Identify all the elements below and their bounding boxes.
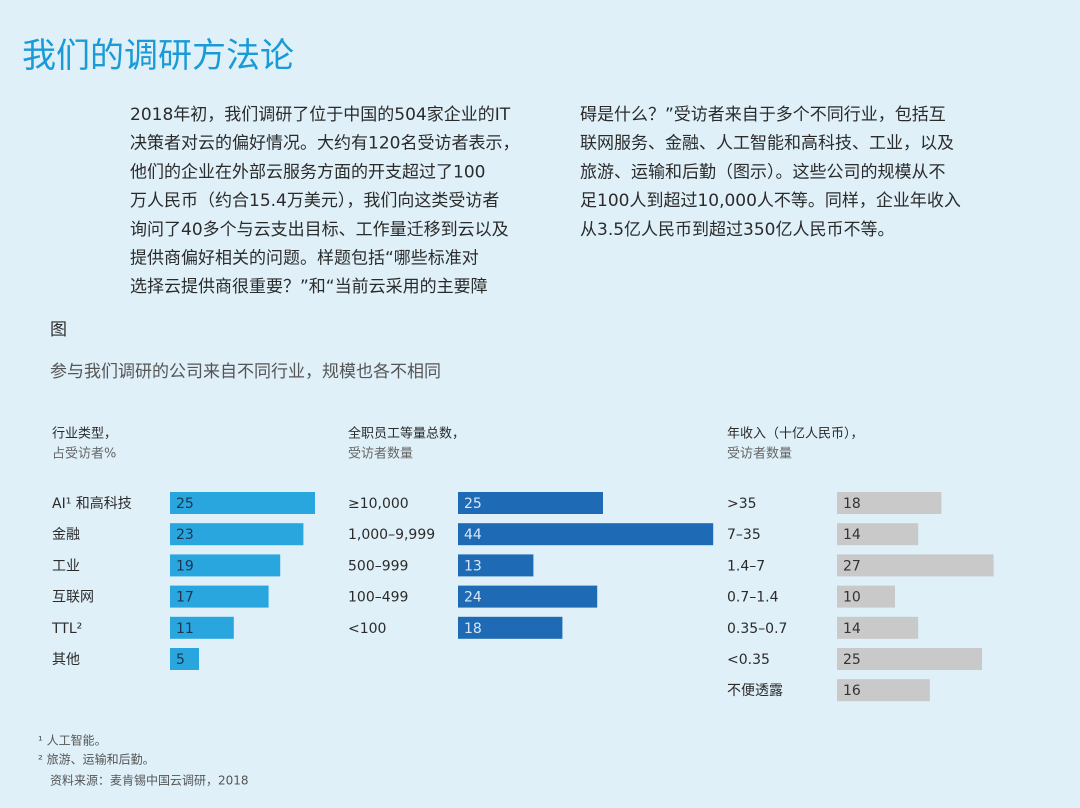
bar: [837, 648, 982, 670]
bar: [170, 523, 304, 546]
category-label: 工业: [52, 558, 80, 574]
bar: [837, 523, 919, 546]
category-label: TTL²: [51, 621, 82, 637]
value-label: 23: [176, 527, 194, 543]
value-label: 18: [843, 496, 861, 512]
value-label: 10: [843, 590, 861, 606]
chart-title: 全职员工等量总数，: [348, 426, 465, 442]
bar: [837, 585, 895, 608]
bar: [170, 492, 315, 514]
intro-line: 询问了40多个与云支出目标、工作量迁移到云以及: [130, 220, 509, 240]
category-label: <100: [348, 621, 386, 637]
value-label: 13: [464, 558, 482, 574]
bar: [170, 648, 199, 670]
chart-subtitle: 占受访者%: [52, 447, 116, 462]
intro-line: 决策者对云的偏好情况。大约有120名受访者表示，: [130, 134, 519, 154]
intro-line: 他们的企业在外部云服务方面的开支超过了100: [130, 162, 485, 182]
value-label: 14: [843, 527, 861, 543]
intro-line: 从3.5亿人民币到超过350亿人民币不等。: [580, 220, 894, 240]
category-label: ≥10,000: [348, 496, 409, 512]
bar: [458, 523, 714, 546]
bar: [458, 554, 534, 577]
value-label: 17: [176, 590, 194, 606]
category-label: 0.7–1.4: [727, 590, 779, 606]
bar: [837, 554, 994, 577]
bar: [458, 492, 603, 514]
source: 资料来源：麦肯锡中国云调研，2018: [50, 773, 249, 788]
value-label: 16: [843, 683, 861, 699]
figure-title: 参与我们调研的公司来自不同行业，规模也各不相同: [50, 362, 441, 382]
intro-line: 2018年初，我们调研了位于中国的504家企业的IT: [130, 105, 511, 125]
intro-line: 碍是什么？”受访者来自于多个不同行业，包括互: [580, 105, 946, 125]
value-label: 25: [464, 496, 482, 512]
bar: [837, 679, 930, 702]
intro-line: 选择云提供商很重要？”和“当前云采用的主要障: [130, 277, 488, 297]
chart-subtitle: 受访者数量: [348, 447, 413, 462]
category-label: 1.4–7: [727, 558, 765, 574]
category-label: 1,000–9,999: [348, 527, 435, 543]
page-title: 我们的调研方法论: [22, 36, 294, 76]
bar: [458, 585, 598, 608]
value-label: 19: [176, 558, 194, 574]
bar: [170, 554, 281, 577]
value-label: 44: [464, 527, 482, 543]
value-label: 27: [843, 558, 861, 574]
chart-title: 年收入（十亿人民币），: [727, 427, 864, 442]
footnote: ¹ 人工智能。: [38, 733, 107, 748]
value-label: 11: [176, 621, 194, 637]
intro-line: 万人民币（约合15.4万美元），我们向这类受访者: [130, 191, 499, 211]
category-label: 0.35–0.7: [727, 621, 787, 637]
category-label: 金融: [52, 527, 80, 543]
value-label: 25: [843, 652, 861, 668]
bar: [837, 492, 942, 514]
value-label: 25: [176, 496, 194, 512]
value-label: 14: [843, 621, 861, 637]
value-label: 5: [176, 652, 185, 668]
bar: [170, 585, 269, 608]
category-label: 100–499: [348, 590, 408, 606]
chart-title: 行业类型，: [52, 427, 117, 442]
category-label: <0.35: [727, 652, 770, 668]
category-label: 不便透露: [727, 683, 783, 699]
intro-line: 联网服务、金融、人工智能和高科技、工业，以及: [580, 134, 954, 154]
footnote: ² 旅游、运输和后勤。: [38, 752, 155, 767]
chart-subtitle: 受访者数量: [727, 447, 792, 462]
bar: [837, 616, 919, 639]
intro-line: 提供商偏好相关的问题。样题包括“哪些标准对: [130, 249, 479, 269]
intro-line: 旅游、运输和后勤（图示）。这些公司的规模从不: [580, 162, 946, 182]
category-label: AI¹ 和高科技: [52, 495, 132, 512]
category-label: 7–35: [727, 527, 761, 543]
category-label: 500–999: [348, 558, 408, 574]
category-label: 其他: [52, 652, 80, 668]
value-label: 18: [464, 621, 482, 637]
category-label: 互联网: [52, 590, 94, 606]
category-label: >35: [727, 496, 757, 512]
figure-label: 图: [50, 320, 67, 340]
bar: [458, 616, 563, 639]
value-label: 24: [464, 590, 482, 606]
bar: [170, 616, 234, 639]
intro-line: 足100人到超过10,000人不等。同样，企业年收入: [580, 191, 961, 211]
